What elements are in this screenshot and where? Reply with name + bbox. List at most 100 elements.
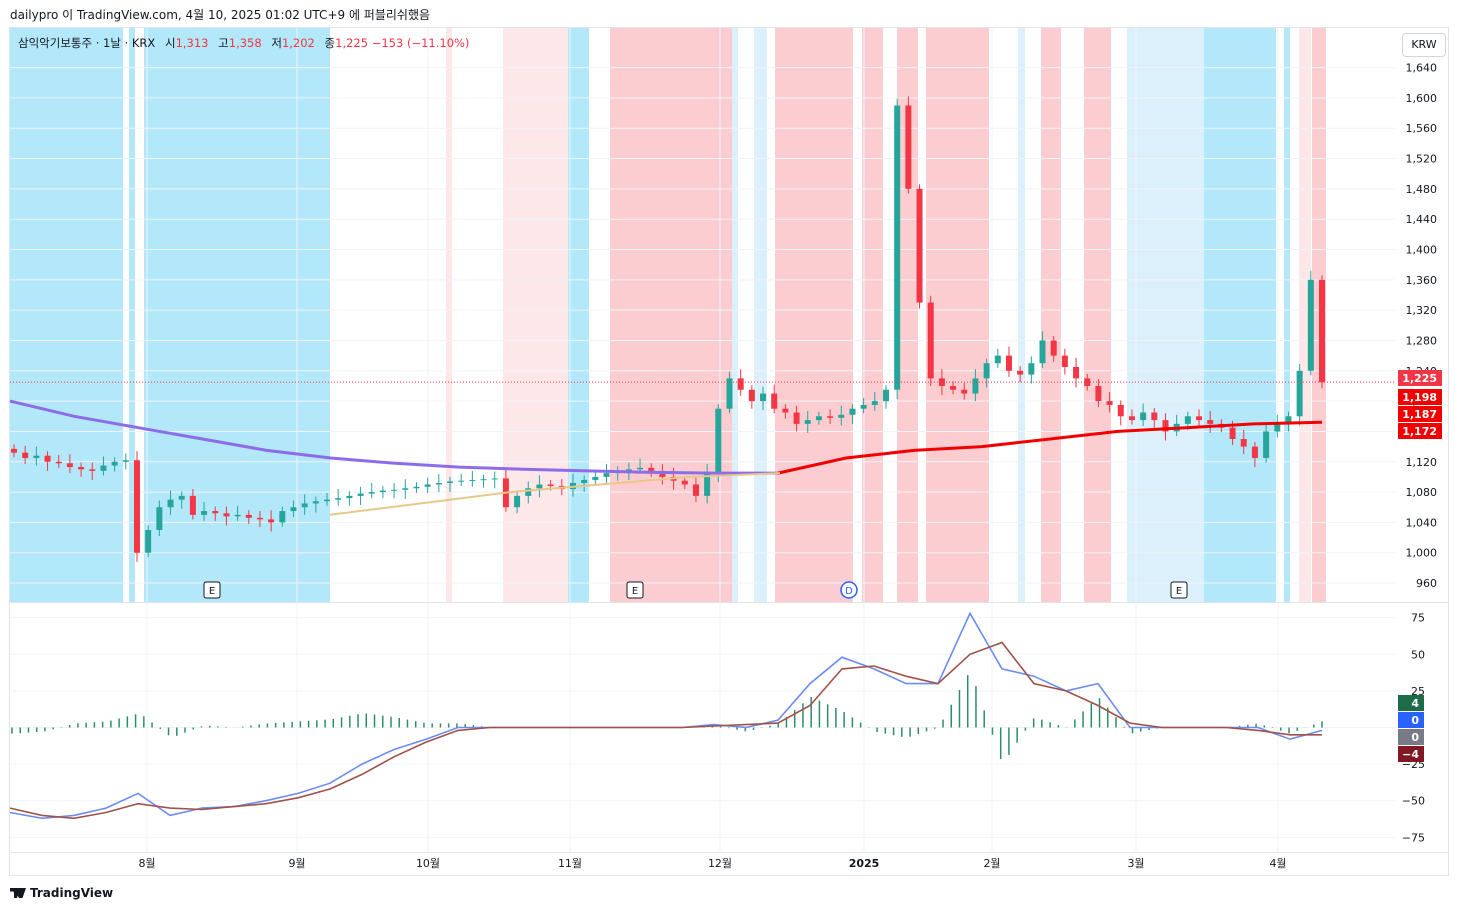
- candle-body: [1140, 412, 1147, 421]
- candle-body: [536, 484, 543, 489]
- candle-body: [916, 188, 923, 303]
- candle-body: [223, 513, 230, 517]
- price-tag-label: 1,198: [1402, 391, 1437, 404]
- candle-body: [22, 452, 29, 458]
- macd-tag-bg: [1398, 729, 1424, 745]
- candle-body: [1285, 416, 1292, 424]
- currency-button[interactable]: KRW: [1402, 33, 1446, 57]
- macd-histogram: [11, 675, 1323, 760]
- candle-body: [1263, 431, 1270, 458]
- candle-body: [894, 105, 901, 390]
- candle-body: [1196, 416, 1203, 421]
- macd-tag: −4: [1398, 746, 1424, 762]
- highlight-bands: [10, 28, 1326, 602]
- ma-line-tan: [329, 472, 781, 516]
- candle-body: [212, 511, 219, 514]
- event-marker-label: E: [1176, 586, 1182, 597]
- candle-body: [111, 461, 118, 466]
- price-tag: 1,225: [1398, 370, 1442, 386]
- candle-body: [458, 480, 465, 482]
- event-marker: E: [203, 581, 221, 599]
- price-tag: 1,187: [1398, 406, 1442, 422]
- price-tick-label: 1,320: [1406, 304, 1438, 317]
- candle-body: [234, 514, 241, 517]
- event-marker: D: [840, 581, 858, 599]
- candle-body: [804, 420, 811, 424]
- candle-body: [122, 460, 129, 462]
- candle-body: [89, 469, 96, 471]
- macd-tag-label: 4: [1411, 697, 1419, 710]
- macd-tick-label: −75: [1402, 831, 1425, 844]
- signal-line: [9, 641, 1322, 820]
- highlight-band: [1084, 28, 1111, 602]
- tradingview-brand[interactable]: TradingView: [10, 886, 113, 900]
- candle-body: [860, 404, 867, 409]
- event-marker-label: E: [209, 586, 215, 597]
- event-marker-label: E: [632, 586, 638, 597]
- price-tag-bg: [1398, 370, 1442, 386]
- time-tick-label: 2월: [983, 857, 1000, 870]
- legend-close: 1,225: [335, 36, 369, 50]
- candle-body: [379, 490, 386, 493]
- candle-body: [547, 484, 554, 487]
- candle-body: [1162, 420, 1169, 432]
- candle-body: [435, 482, 442, 485]
- price-tick-label: 1,640: [1406, 62, 1438, 75]
- legend-high-label: 고: [218, 36, 229, 50]
- candle-body: [1128, 416, 1135, 421]
- candle-body: [603, 473, 610, 477]
- candle-body: [469, 479, 476, 481]
- candle-body: [715, 408, 722, 474]
- highlight-band: [926, 28, 989, 602]
- candle-body: [905, 105, 912, 189]
- candle-body: [100, 465, 107, 471]
- candle-body: [849, 408, 856, 415]
- candle-body: [1117, 404, 1124, 417]
- candle-body: [1307, 279, 1314, 371]
- event-marker-label: D: [845, 586, 853, 597]
- price-tick-label: 1,440: [1406, 213, 1438, 226]
- ma-line-red: [777, 420, 1323, 475]
- candle-body: [681, 480, 688, 485]
- candle-body: [961, 389, 968, 394]
- candle-body: [1106, 401, 1113, 405]
- price-tag: 1,172: [1398, 423, 1442, 439]
- price-tick-label: 1,360: [1406, 274, 1438, 287]
- candle-body: [145, 529, 152, 553]
- highlight-band: [862, 28, 883, 602]
- candle-body: [994, 355, 1001, 364]
- candle-body: [927, 302, 934, 379]
- legend-low: 1,202: [281, 36, 315, 50]
- legend-symbol[interactable]: 삼익악기보통주 · 1날 · KRX: [18, 36, 156, 50]
- highlight-band: [610, 28, 732, 602]
- candle-body: [402, 488, 409, 490]
- candle-body: [1039, 340, 1046, 364]
- candle-body: [167, 499, 174, 508]
- macd-tag: 4: [1398, 695, 1424, 711]
- candle-body: [726, 378, 733, 409]
- price-axis: 9601,0001,0401,0801,1201,1601,2001,2401,…: [1406, 62, 1438, 590]
- candle-body: [368, 492, 375, 494]
- candle-body: [838, 414, 845, 418]
- macd-tick-label: 50: [1411, 648, 1425, 661]
- highlight-band: [732, 28, 738, 602]
- macd-tag-label: −4: [1402, 748, 1419, 761]
- macd-tag-bg: [1398, 712, 1424, 728]
- candle-body: [704, 473, 711, 496]
- candle-body: [480, 479, 487, 481]
- candle-body: [1017, 370, 1024, 375]
- candle-body: [156, 507, 163, 530]
- candle-body: [357, 493, 364, 496]
- candle-body: [189, 495, 196, 515]
- candle-body: [324, 499, 331, 502]
- highlight-band: [1018, 28, 1025, 602]
- highlight-band: [129, 28, 135, 602]
- candle-body: [413, 486, 420, 489]
- candle-body: [178, 495, 185, 500]
- candle-body: [793, 412, 800, 424]
- candle-body: [1274, 423, 1281, 432]
- macd-line: [9, 611, 1323, 820]
- time-tick-label: 9월: [288, 857, 305, 870]
- candle-body: [827, 416, 834, 418]
